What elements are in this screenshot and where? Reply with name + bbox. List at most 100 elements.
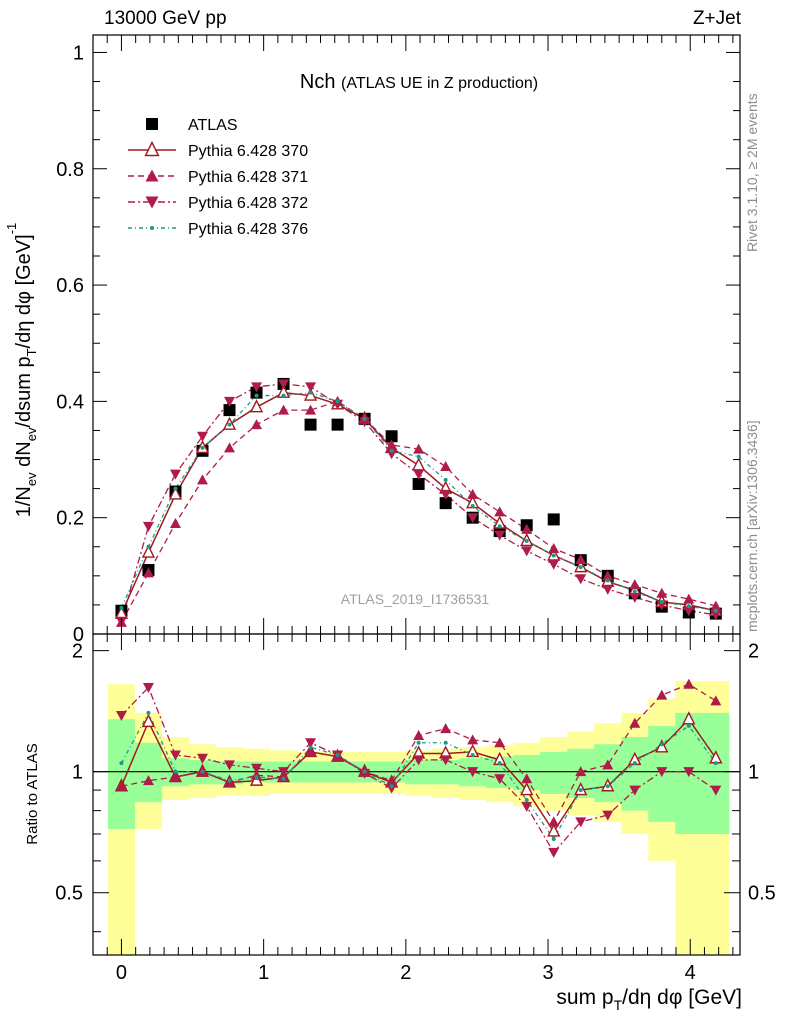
header-left: 13000 GeV pp	[104, 8, 227, 29]
data-point	[389, 448, 394, 453]
legend-marker	[146, 118, 158, 130]
ratio-point	[227, 778, 232, 783]
data-point	[548, 543, 560, 554]
legend-label: Pythia 6.428 376	[188, 221, 308, 238]
data-point	[467, 513, 479, 524]
ratio-point	[629, 717, 641, 728]
x-tick-label: 1	[258, 962, 269, 984]
ratio-point	[551, 837, 556, 842]
ratio-point	[115, 710, 127, 721]
data-point	[413, 469, 425, 480]
legend-entry: Pythia 6.428 370	[128, 140, 308, 160]
data-point	[359, 417, 371, 428]
data-point	[413, 443, 425, 454]
data-point	[223, 404, 236, 417]
data-point	[251, 419, 263, 430]
ratio-point	[386, 783, 398, 794]
ratio-point	[254, 774, 259, 779]
data-point	[551, 553, 556, 558]
legend-label: Pythia 6.428 371	[188, 169, 308, 186]
data-point	[119, 605, 124, 610]
data-point	[547, 513, 560, 526]
ratio-point	[335, 753, 340, 758]
ratio-point	[142, 775, 154, 786]
data-point	[629, 592, 641, 603]
data-point	[332, 399, 344, 410]
y-tick-label: 0	[73, 624, 84, 646]
ratio-point	[470, 753, 475, 758]
ratio-point	[494, 737, 506, 748]
legend-label: ATLAS	[188, 117, 238, 134]
ratio-point	[443, 740, 448, 745]
legend-entry: Pythia 6.428 371	[128, 169, 308, 186]
mcplots-label: mcplots.cern.ch [arXiv:1306.3436]	[744, 420, 760, 632]
ratio-point	[416, 740, 421, 745]
ratio-point	[683, 767, 695, 778]
data-point	[416, 454, 421, 459]
data-point	[440, 489, 452, 500]
ratio-point	[359, 768, 371, 779]
ratio-point	[278, 767, 290, 778]
data-point	[281, 393, 286, 398]
ratio-point	[682, 711, 696, 725]
data-point	[656, 600, 668, 611]
data-point	[200, 445, 205, 450]
ratio-point	[632, 761, 637, 766]
data-point	[605, 578, 610, 583]
series-line-3	[120, 383, 716, 622]
x-tick-label: 0	[116, 962, 127, 984]
legend-marker	[144, 140, 160, 157]
data-point	[386, 439, 398, 450]
legend-entry: Pythia 6.428 376	[128, 221, 308, 238]
rivet-version-label: Rivet 3.1.10, ≥ 2M events	[744, 93, 760, 252]
ratio-point	[521, 801, 533, 812]
uncertainty-band-inner	[107, 712, 730, 834]
ratio-y-axis-label: Ratio to ATLAS	[24, 743, 41, 844]
ratio-point	[494, 774, 506, 785]
data-point	[710, 600, 722, 611]
ratio-point	[602, 810, 614, 821]
data-point	[305, 382, 317, 393]
data-point	[629, 579, 641, 590]
data-point	[548, 559, 560, 570]
data-point	[439, 497, 452, 510]
ratio-point	[547, 823, 561, 837]
data-point	[173, 486, 178, 491]
y-tick-label: 0.6	[56, 275, 84, 297]
chart-title: Nch (ATLAS UE in Z production)	[300, 71, 538, 93]
series-markers-4	[119, 390, 718, 613]
ratio-point	[389, 784, 394, 789]
data-point	[227, 422, 232, 427]
ratio-point	[655, 739, 669, 753]
ratio-point	[497, 761, 502, 766]
data-point	[494, 506, 506, 517]
data-point	[659, 600, 664, 605]
data-point	[683, 606, 695, 617]
ratio-y-tick-label-right: 2	[748, 641, 759, 663]
data-point	[521, 546, 533, 557]
ratio-point	[146, 710, 151, 715]
data-point	[467, 488, 479, 499]
ratio-point	[659, 742, 664, 747]
data-point	[524, 538, 529, 543]
legend-marker	[145, 169, 159, 182]
legend-entry: Pythia 6.428 372	[128, 195, 308, 212]
ratio-markers-3	[115, 682, 722, 858]
ratio-point	[440, 723, 452, 734]
data-point	[335, 399, 340, 404]
analysis-watermark: ATLAS_2019_I1736531	[341, 591, 490, 607]
data-point	[602, 570, 614, 581]
legend-marker	[145, 196, 159, 209]
ratio-point	[196, 753, 208, 764]
x-axis-label: sum pT/dη dφ [GeV]	[556, 986, 742, 1013]
ratio-point	[629, 785, 641, 796]
ratio-point	[413, 730, 425, 741]
ratio-point	[467, 734, 479, 745]
data-point	[686, 604, 691, 609]
data-point	[578, 565, 583, 570]
x-tick-label: 3	[542, 962, 553, 984]
x-tick-label: 2	[400, 962, 411, 984]
ratio-point	[115, 780, 127, 791]
data-point	[575, 574, 587, 585]
legend: ATLAS Pythia 6.428 370 Pythia 6.428 371 Pyt…	[128, 117, 308, 238]
